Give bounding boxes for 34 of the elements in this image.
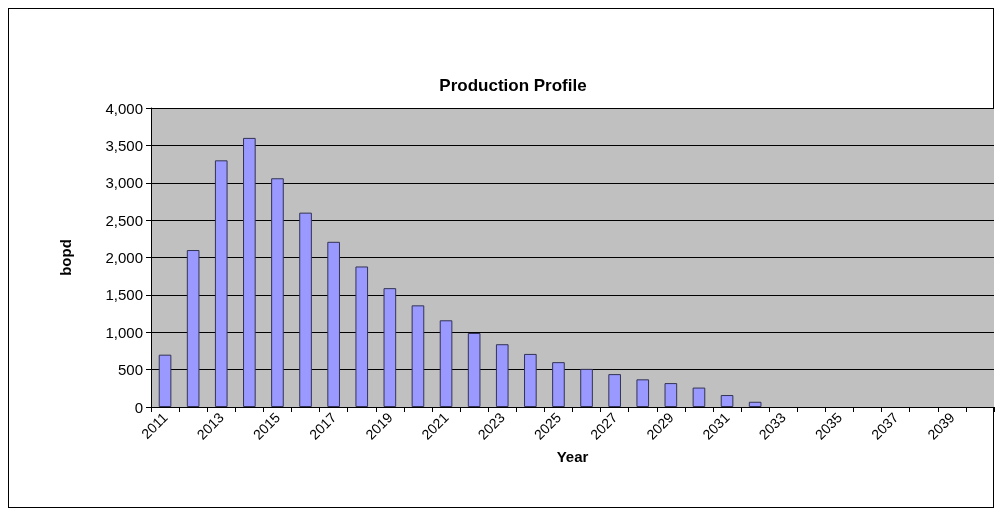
bar	[580, 368, 593, 407]
bar	[552, 362, 565, 407]
bar	[720, 395, 734, 407]
y-tick-label: 1,000	[105, 323, 143, 341]
bar	[439, 320, 453, 407]
y-axis-title: bopd	[57, 239, 74, 276]
bar	[186, 250, 200, 407]
bar	[327, 241, 340, 407]
y-tick-label: 4,000	[105, 99, 143, 117]
bar	[664, 383, 678, 407]
bar	[608, 374, 621, 407]
chart-title: Production Profile	[439, 76, 587, 95]
bar	[243, 137, 256, 407]
y-tick-label: 1,500	[105, 286, 143, 304]
y-tick-label: 500	[117, 361, 143, 379]
bar	[214, 160, 228, 407]
bar	[748, 401, 762, 407]
y-tick-label: 3,000	[105, 174, 143, 192]
bar	[467, 333, 481, 407]
bar	[158, 354, 172, 407]
bar	[383, 288, 397, 407]
bar	[271, 178, 284, 407]
bar	[299, 212, 312, 407]
y-tick-label: 2,500	[105, 211, 143, 229]
y-tick-label: 0	[134, 398, 143, 416]
bar	[411, 305, 425, 407]
y-tick-label: 2,000	[105, 249, 143, 266]
y-tick-label: 3,500	[105, 136, 143, 154]
bar	[636, 379, 650, 407]
bar	[495, 344, 509, 407]
bar	[692, 387, 706, 407]
bar	[355, 266, 369, 407]
x-axis-title: Year	[556, 447, 589, 465]
bar	[524, 353, 537, 407]
